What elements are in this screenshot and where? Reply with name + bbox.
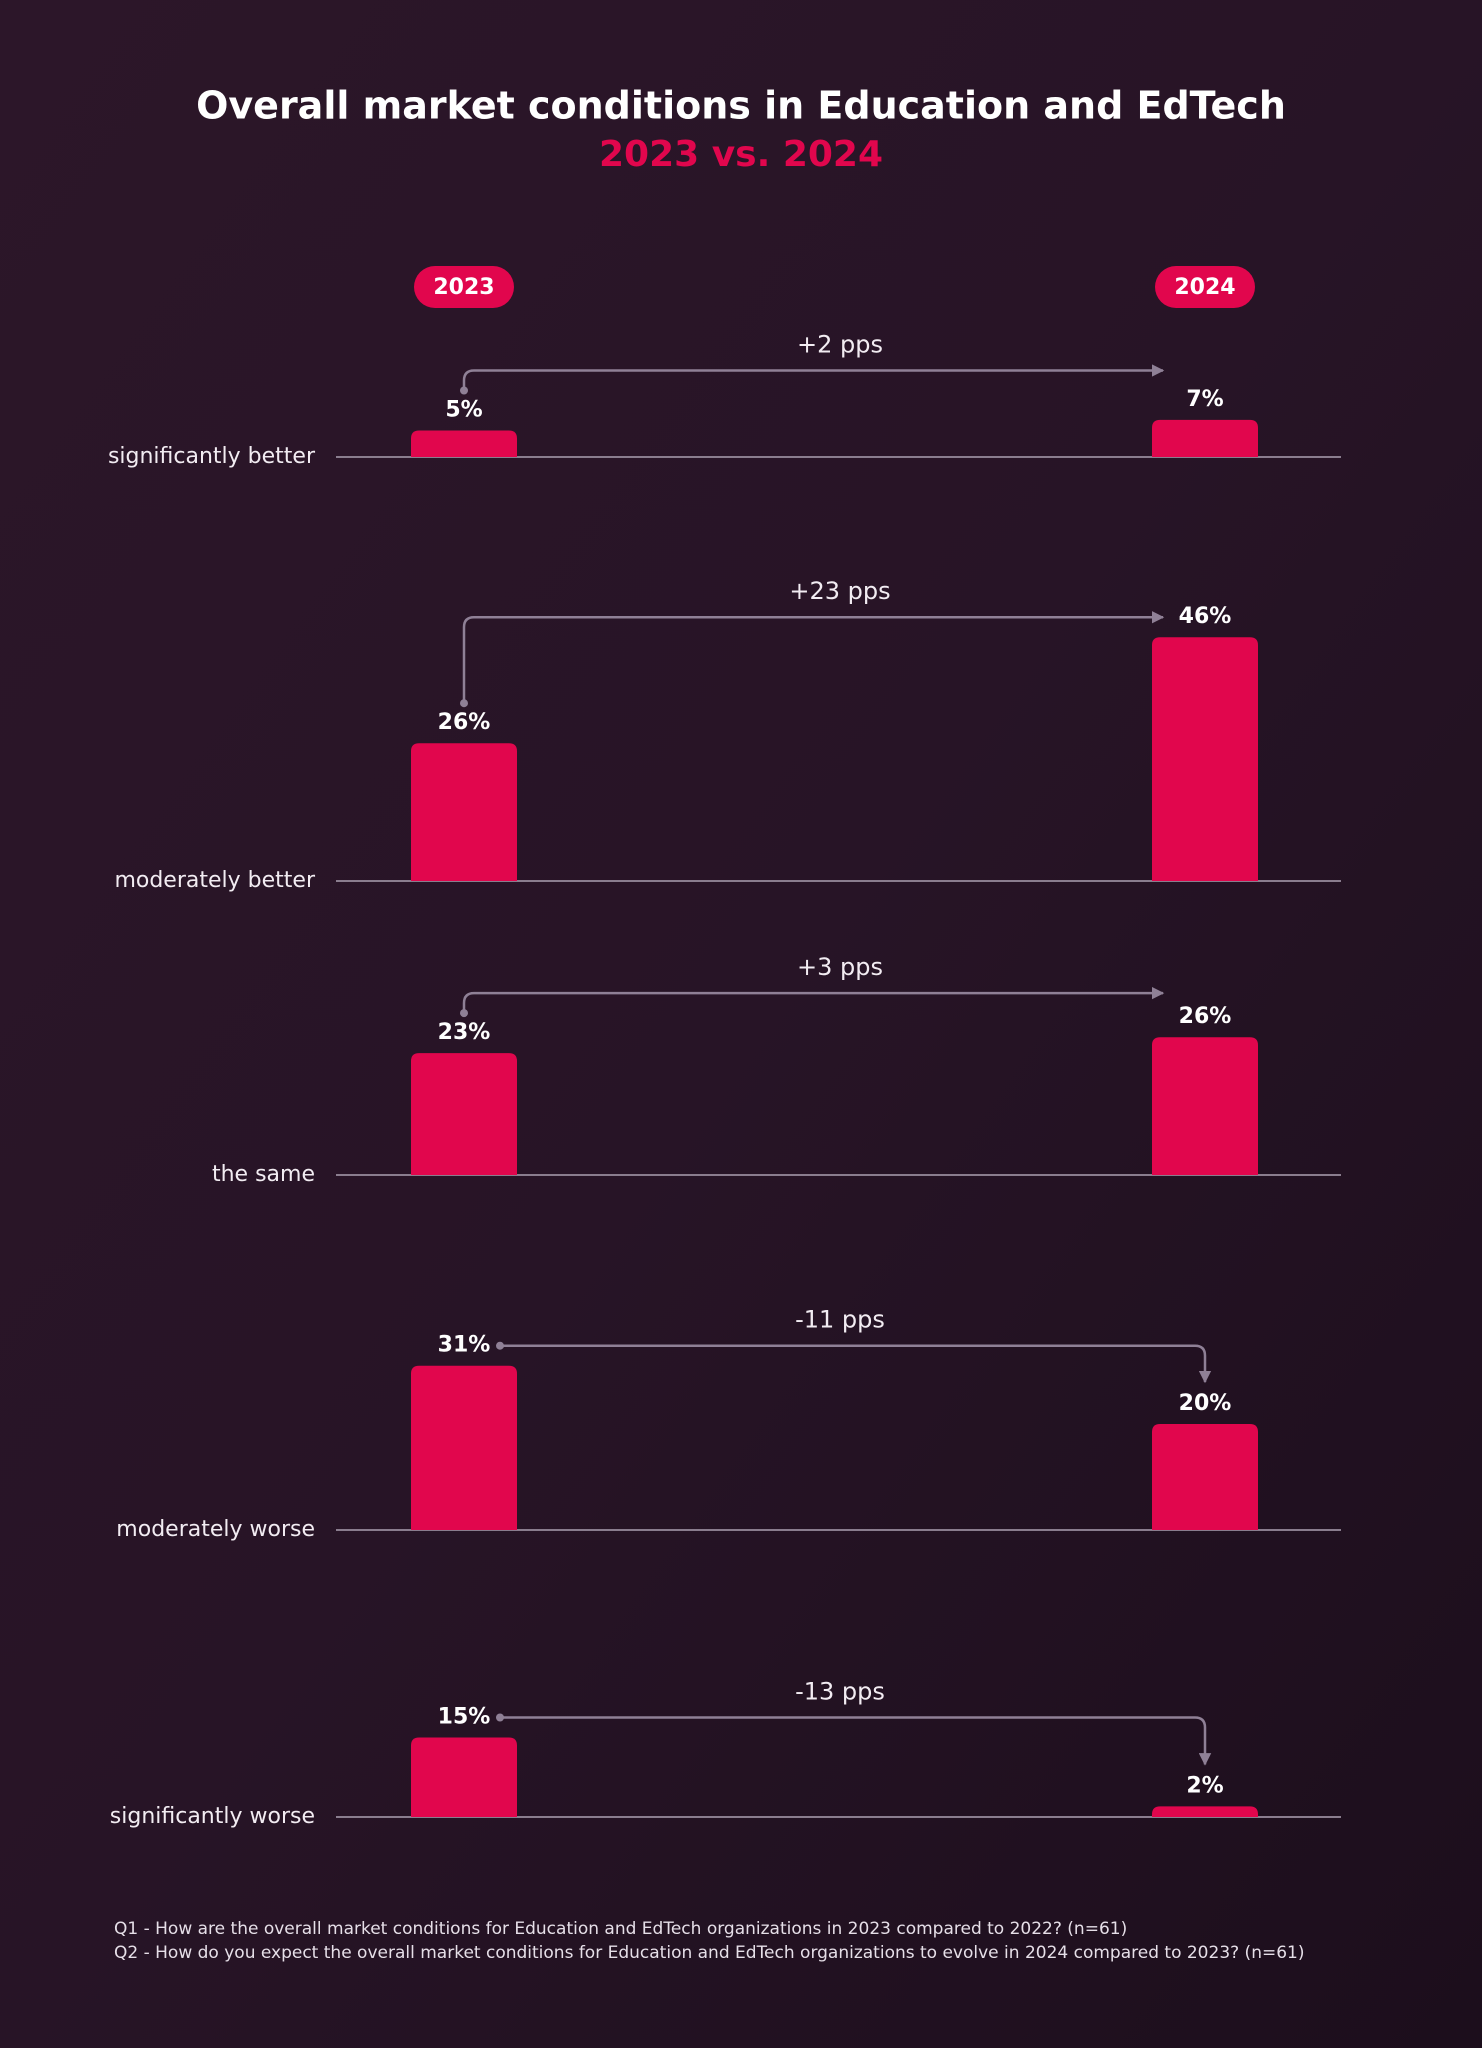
arrow	[462, 986, 1165, 1014]
category-label: significantly worse	[110, 1804, 315, 1829]
value-label: 5%	[445, 398, 482, 423]
value-label: 2%	[1186, 1773, 1223, 1798]
bar	[411, 1365, 517, 1530]
legend-pill	[1155, 266, 1255, 308]
footnote: Q2 - How do you expect the overall marke…	[114, 1943, 1304, 1963]
bar	[411, 743, 517, 881]
arrow	[500, 1344, 1212, 1384]
bar	[1152, 1424, 1258, 1530]
footnote: Q1 - How are the overall market conditio…	[114, 1919, 1127, 1939]
bar	[1152, 1806, 1258, 1817]
chart-subtitle: 2023 vs. 2024	[599, 134, 883, 175]
chart-title: Overall market conditions in Education a…	[196, 84, 1286, 128]
category-label: moderately better	[114, 868, 315, 893]
change-label: +2 pps	[797, 331, 883, 359]
value-label: 31%	[438, 1333, 491, 1358]
change-label: -13 pps	[795, 1678, 885, 1706]
bar	[411, 1053, 517, 1175]
arrow	[462, 610, 1165, 704]
value-label: 15%	[438, 1705, 491, 1730]
value-label: 20%	[1179, 1391, 1232, 1416]
category-label: moderately worse	[116, 1517, 315, 1542]
bar	[1152, 1037, 1258, 1175]
bar	[1152, 419, 1258, 457]
legend-pill	[414, 266, 514, 308]
change-label: +3 pps	[797, 953, 883, 981]
category-label: significantly better	[108, 444, 316, 469]
arrow	[462, 364, 1165, 391]
bar	[411, 1737, 517, 1817]
change-label: -11 pps	[795, 1306, 885, 1334]
legend-label: 2023	[433, 275, 494, 300]
value-label: 26%	[1179, 1004, 1232, 1029]
value-label: 7%	[1186, 387, 1223, 412]
value-label: 46%	[1179, 604, 1232, 629]
arrow	[500, 1716, 1212, 1766]
value-label: 26%	[438, 710, 491, 735]
value-label: 23%	[438, 1020, 491, 1045]
bar	[1152, 637, 1258, 881]
bar	[411, 430, 517, 457]
legend-label: 2024	[1174, 275, 1235, 300]
category-label: the same	[212, 1162, 315, 1187]
change-label: +23 pps	[789, 577, 890, 605]
